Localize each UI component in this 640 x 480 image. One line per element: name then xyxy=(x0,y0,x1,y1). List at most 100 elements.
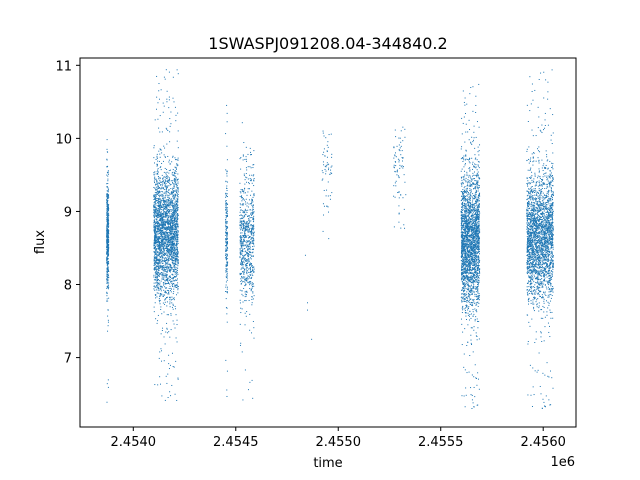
data-point xyxy=(477,221,479,223)
data-point xyxy=(225,242,227,244)
data-point xyxy=(166,382,168,384)
data-point xyxy=(161,233,163,235)
data-point xyxy=(162,302,164,304)
data-point xyxy=(166,216,168,218)
data-point xyxy=(175,269,177,271)
data-point xyxy=(107,221,109,223)
data-point xyxy=(173,266,175,268)
data-point xyxy=(225,231,227,233)
data-point xyxy=(156,276,158,278)
data-point xyxy=(466,190,468,192)
data-point xyxy=(244,234,246,236)
data-point xyxy=(393,166,395,168)
data-point xyxy=(463,227,465,229)
data-point xyxy=(226,232,228,234)
data-point xyxy=(161,220,163,222)
data-point xyxy=(395,185,397,187)
data-point xyxy=(473,299,475,301)
data-point xyxy=(464,328,466,330)
data-point xyxy=(164,210,166,212)
data-point xyxy=(155,297,157,299)
data-point xyxy=(167,251,169,253)
data-point xyxy=(155,246,157,248)
data-point xyxy=(225,267,227,269)
data-point xyxy=(167,129,169,131)
data-point xyxy=(399,150,401,152)
data-point xyxy=(249,274,251,276)
data-point xyxy=(242,249,244,251)
data-point xyxy=(473,230,475,232)
data-point xyxy=(251,304,253,306)
data-point xyxy=(177,157,179,159)
data-point xyxy=(247,249,249,251)
data-point xyxy=(170,265,172,267)
data-point xyxy=(163,294,165,296)
data-point xyxy=(225,202,227,204)
data-point xyxy=(174,393,176,395)
data-point xyxy=(239,195,241,197)
data-point xyxy=(163,360,165,362)
data-point xyxy=(171,221,173,223)
data-point xyxy=(470,195,472,197)
data-point xyxy=(172,269,174,271)
data-point xyxy=(174,223,176,225)
data-point xyxy=(158,225,160,227)
data-point xyxy=(156,75,158,77)
data-point xyxy=(107,230,109,232)
data-point xyxy=(470,272,472,274)
data-point xyxy=(170,220,172,222)
data-point xyxy=(404,136,406,138)
data-point xyxy=(155,231,157,233)
data-point xyxy=(466,220,468,222)
data-point xyxy=(106,242,108,244)
data-point xyxy=(474,163,476,165)
data-point xyxy=(172,182,174,184)
data-point xyxy=(171,296,173,298)
data-point xyxy=(253,266,255,268)
data-point xyxy=(153,245,155,247)
data-point xyxy=(166,275,168,277)
data-point xyxy=(166,214,168,216)
data-point xyxy=(170,290,172,292)
data-point xyxy=(158,252,160,254)
data-point xyxy=(243,190,245,192)
data-point xyxy=(473,207,475,209)
data-point xyxy=(156,281,158,283)
data-point xyxy=(174,226,176,228)
data-point xyxy=(243,220,245,222)
data-point xyxy=(155,178,157,180)
data-point xyxy=(469,175,471,177)
data-point xyxy=(169,364,171,366)
data-point xyxy=(176,218,178,220)
data-point xyxy=(244,296,246,298)
data-point xyxy=(242,250,244,252)
data-point xyxy=(106,271,108,273)
data-point xyxy=(163,219,165,221)
data-point xyxy=(169,200,171,202)
data-point xyxy=(158,254,160,256)
data-point xyxy=(160,239,162,241)
data-point xyxy=(240,259,242,261)
data-point xyxy=(161,195,163,197)
data-point xyxy=(246,252,248,254)
data-point xyxy=(246,279,248,281)
data-point xyxy=(245,252,247,254)
data-point xyxy=(171,242,173,244)
data-point xyxy=(176,239,178,241)
data-point xyxy=(173,254,175,256)
data-point xyxy=(156,241,158,243)
data-point xyxy=(176,190,178,192)
data-point xyxy=(243,262,245,264)
data-point xyxy=(165,234,167,236)
data-point xyxy=(464,300,466,302)
data-point xyxy=(247,231,249,232)
data-point xyxy=(162,244,164,246)
data-point xyxy=(155,188,157,190)
data-point xyxy=(474,187,476,189)
data-point xyxy=(172,254,174,256)
data-point xyxy=(469,254,471,256)
data-point xyxy=(247,223,249,225)
data-point xyxy=(107,239,109,241)
data-point xyxy=(175,199,177,201)
data-point xyxy=(241,262,243,264)
